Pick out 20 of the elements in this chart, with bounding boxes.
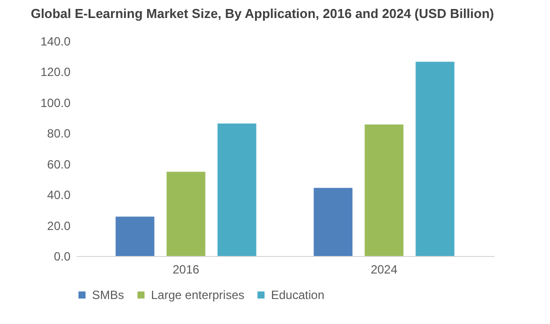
- y-tick-label: 80.0: [47, 126, 71, 141]
- chart-title: Global E-Learning Market Size, By Application, 2016 and 2024 (USD Billion): [30, 6, 494, 21]
- bar: [218, 123, 256, 256]
- y-tick-label: 40.0: [47, 188, 71, 202]
- bar: [116, 216, 154, 256]
- y-tick-label: 0.0: [54, 250, 71, 264]
- bar: [314, 188, 352, 256]
- legend-label: Education: [271, 288, 324, 302]
- y-tick-label: 100.0: [40, 96, 71, 110]
- y-tick-label: 20.0: [47, 218, 71, 233]
- bar: [416, 62, 454, 256]
- legend-label: SMBs: [92, 288, 124, 302]
- y-tick-label: 120.0: [40, 65, 71, 80]
- bar: [166, 172, 206, 256]
- x-tick-label: 2024: [370, 262, 398, 276]
- x-tick-label: 2016: [172, 262, 200, 276]
- legend-label: Large enterprises: [151, 288, 244, 302]
- y-tick-label: 140.0: [40, 34, 71, 48]
- y-tick-label: 60.0: [47, 157, 71, 172]
- bar: [364, 124, 404, 256]
